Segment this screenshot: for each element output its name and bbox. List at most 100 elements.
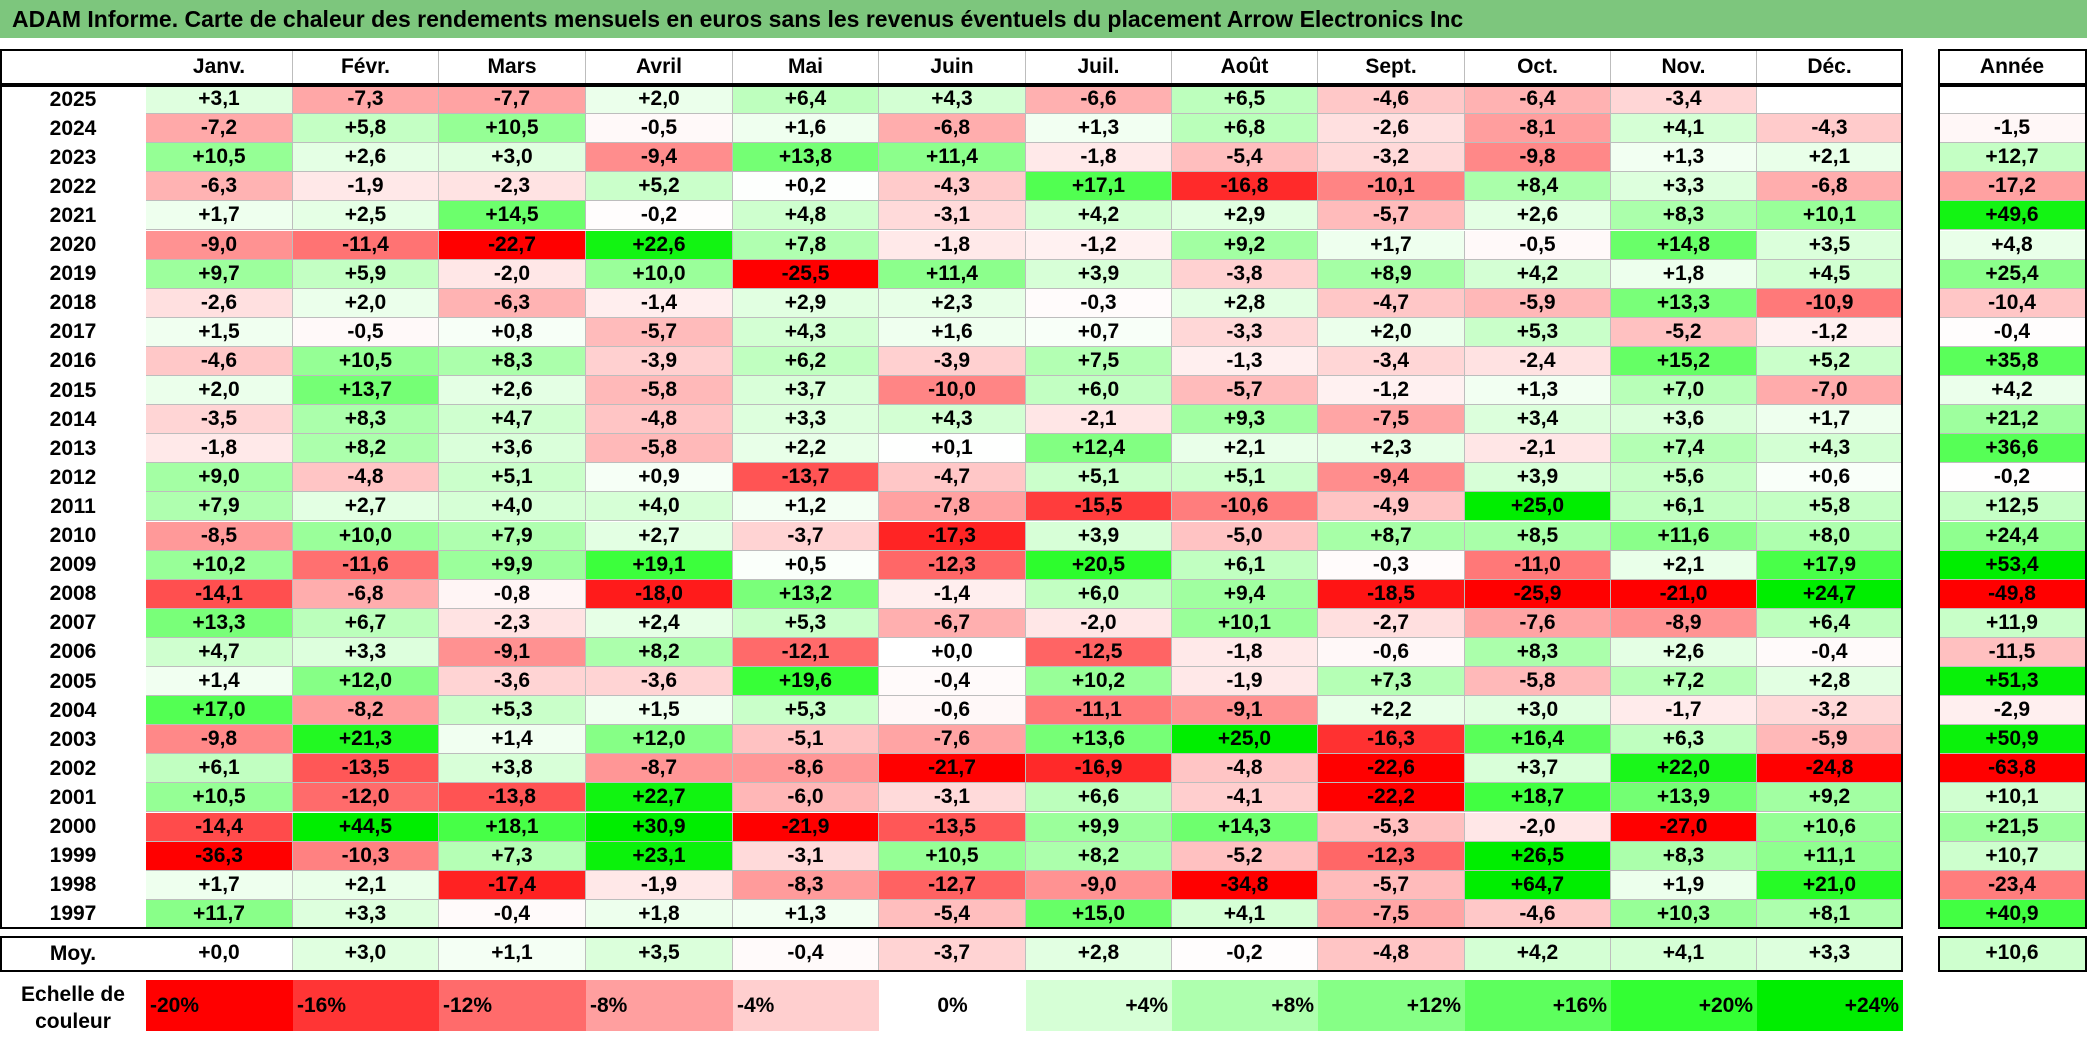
annual-cell: -2,9: [1938, 696, 2087, 726]
heatmap-cell: -12,0: [293, 783, 439, 813]
year-label: 2019: [0, 259, 146, 289]
heatmap-cell: -21,0: [1611, 579, 1757, 609]
annual-cell: +11,9: [1938, 608, 2087, 638]
heatmap-cell: -3,6: [586, 667, 733, 697]
average-cell: +3,3: [1757, 935, 1903, 972]
heatmap-cell: -6,8: [1757, 172, 1903, 202]
heatmap-cell: +6,1: [1172, 550, 1318, 580]
annual-cell: +35,8: [1938, 346, 2087, 376]
heatmap-cell: -13,7: [733, 463, 879, 493]
annual-cell: -10,4: [1938, 288, 2087, 318]
heatmap-cell: -7,3: [293, 85, 439, 115]
year-label: 2010: [0, 521, 146, 551]
heatmap-cell: -9,4: [586, 143, 733, 173]
heatmap-cell: +2,9: [733, 288, 879, 318]
average-cell: +0,0: [146, 935, 293, 972]
year-label: 2001: [0, 783, 146, 813]
heatmap-cell: +7,9: [146, 492, 293, 522]
color-scale-stop: +24%: [1757, 980, 1903, 1031]
annual-cell: +36,6: [1938, 434, 2087, 464]
heatmap-cell: +64,7: [1465, 870, 1611, 900]
annual-cell: -23,4: [1938, 870, 2087, 900]
year-label: 1998: [0, 870, 146, 900]
heatmap-cell: -22,2: [1318, 783, 1465, 813]
heatmap-cell: +10,2: [1026, 667, 1172, 697]
heatmap-cell: -5,7: [1318, 870, 1465, 900]
heatmap-cell: +13,3: [1611, 288, 1757, 318]
heatmap-cell: -1,2: [1026, 230, 1172, 260]
heatmap-cell: +10,0: [293, 521, 439, 551]
heatmap-cell: +4,3: [879, 85, 1026, 115]
heatmap-cell: +2,0: [1318, 317, 1465, 347]
heatmap-cell: -6,8: [879, 114, 1026, 144]
heatmap-cell: +1,3: [733, 899, 879, 929]
annual-cell: +24,4: [1938, 521, 2087, 551]
heatmap-cell: +6,1: [146, 754, 293, 784]
heatmap-cell: -14,1: [146, 579, 293, 609]
heatmap-cell: +5,3: [733, 608, 879, 638]
heatmap-cell: +4,3: [733, 317, 879, 347]
heatmap-cell: +2,0: [586, 85, 733, 115]
heatmap-cell: +14,8: [1611, 230, 1757, 260]
heatmap-cell: -2,3: [439, 172, 586, 202]
heatmap-cell: -2,4: [1465, 346, 1611, 376]
heatmap-cell: -9,0: [1026, 870, 1172, 900]
heatmap-cell: +17,1: [1026, 172, 1172, 202]
heatmap-cell: -2,1: [1026, 405, 1172, 435]
annual-cell: -63,8: [1938, 754, 2087, 784]
heatmap-cell: +8,4: [1465, 172, 1611, 202]
heatmap-cell: +24,7: [1757, 579, 1903, 609]
average-label: Moy.: [0, 935, 146, 972]
heatmap-cell: +2,6: [293, 143, 439, 173]
heatmap-cell: +3,9: [1026, 521, 1172, 551]
heatmap-cell: -2,0: [1465, 812, 1611, 842]
annual-cell: +49,6: [1938, 201, 2087, 231]
color-scale-stop: +8%: [1172, 980, 1318, 1031]
heatmap-cell: +21,0: [1757, 870, 1903, 900]
heatmap-cell: -4,8: [293, 463, 439, 493]
heatmap-cell: +6,3: [1611, 725, 1757, 755]
heatmap-cell: +2,9: [1172, 201, 1318, 231]
heatmap-cell: -9,8: [146, 725, 293, 755]
heatmap-cell: +9,7: [146, 259, 293, 289]
heatmap-cell: +7,0: [1611, 376, 1757, 406]
annual-cell: +21,2: [1938, 405, 2087, 435]
heatmap-cell: -2,0: [1026, 608, 1172, 638]
average-cell: +4,1: [1611, 935, 1757, 972]
heatmap-cell: -25,9: [1465, 579, 1611, 609]
heatmap-cell: +6,1: [1611, 492, 1757, 522]
annual-cell: +4,2: [1938, 376, 2087, 406]
heatmap-cell: +10,1: [1757, 201, 1903, 231]
heatmap-cell: +7,8: [733, 230, 879, 260]
heatmap-cell: -4,6: [1465, 899, 1611, 929]
heatmap-cell: +10,5: [439, 114, 586, 144]
heatmap-cell: -7,7: [439, 85, 586, 115]
year-label: 2014: [0, 405, 146, 435]
heatmap-cell: +8,2: [293, 434, 439, 464]
heatmap-cell: +30,9: [586, 812, 733, 842]
heatmap-cell: +2,1: [293, 870, 439, 900]
heatmap-cell: -3,2: [1318, 143, 1465, 173]
heatmap-cell: +3,7: [1465, 754, 1611, 784]
heatmap-cell: +3,9: [1026, 259, 1172, 289]
heatmap-cell: +9,2: [1172, 230, 1318, 260]
heatmap-cell: +1,3: [1611, 143, 1757, 173]
heatmap-cell: +9,2: [1757, 783, 1903, 813]
year-label: 2004: [0, 696, 146, 726]
color-scale-stop: +12%: [1318, 980, 1465, 1031]
heatmap-cell: -6,8: [293, 579, 439, 609]
heatmap-cell: +5,1: [1172, 463, 1318, 493]
average-cell: -4,8: [1318, 935, 1465, 972]
heatmap-cell: +3,0: [1465, 696, 1611, 726]
heatmap-cell: +22,0: [1611, 754, 1757, 784]
heatmap-cell: -2,3: [439, 608, 586, 638]
heatmap-cell: +9,9: [439, 550, 586, 580]
heatmap-cell: +3,3: [293, 637, 439, 667]
heatmap-cell: -2,7: [1318, 608, 1465, 638]
heatmap-cell: +5,8: [1757, 492, 1903, 522]
heatmap-cell: -1,4: [879, 579, 1026, 609]
heatmap-cell: -34,8: [1172, 870, 1318, 900]
heatmap-cell: +2,6: [1611, 637, 1757, 667]
heatmap-cell: +2,6: [1465, 201, 1611, 231]
heatmap-cell: -3,1: [879, 783, 1026, 813]
